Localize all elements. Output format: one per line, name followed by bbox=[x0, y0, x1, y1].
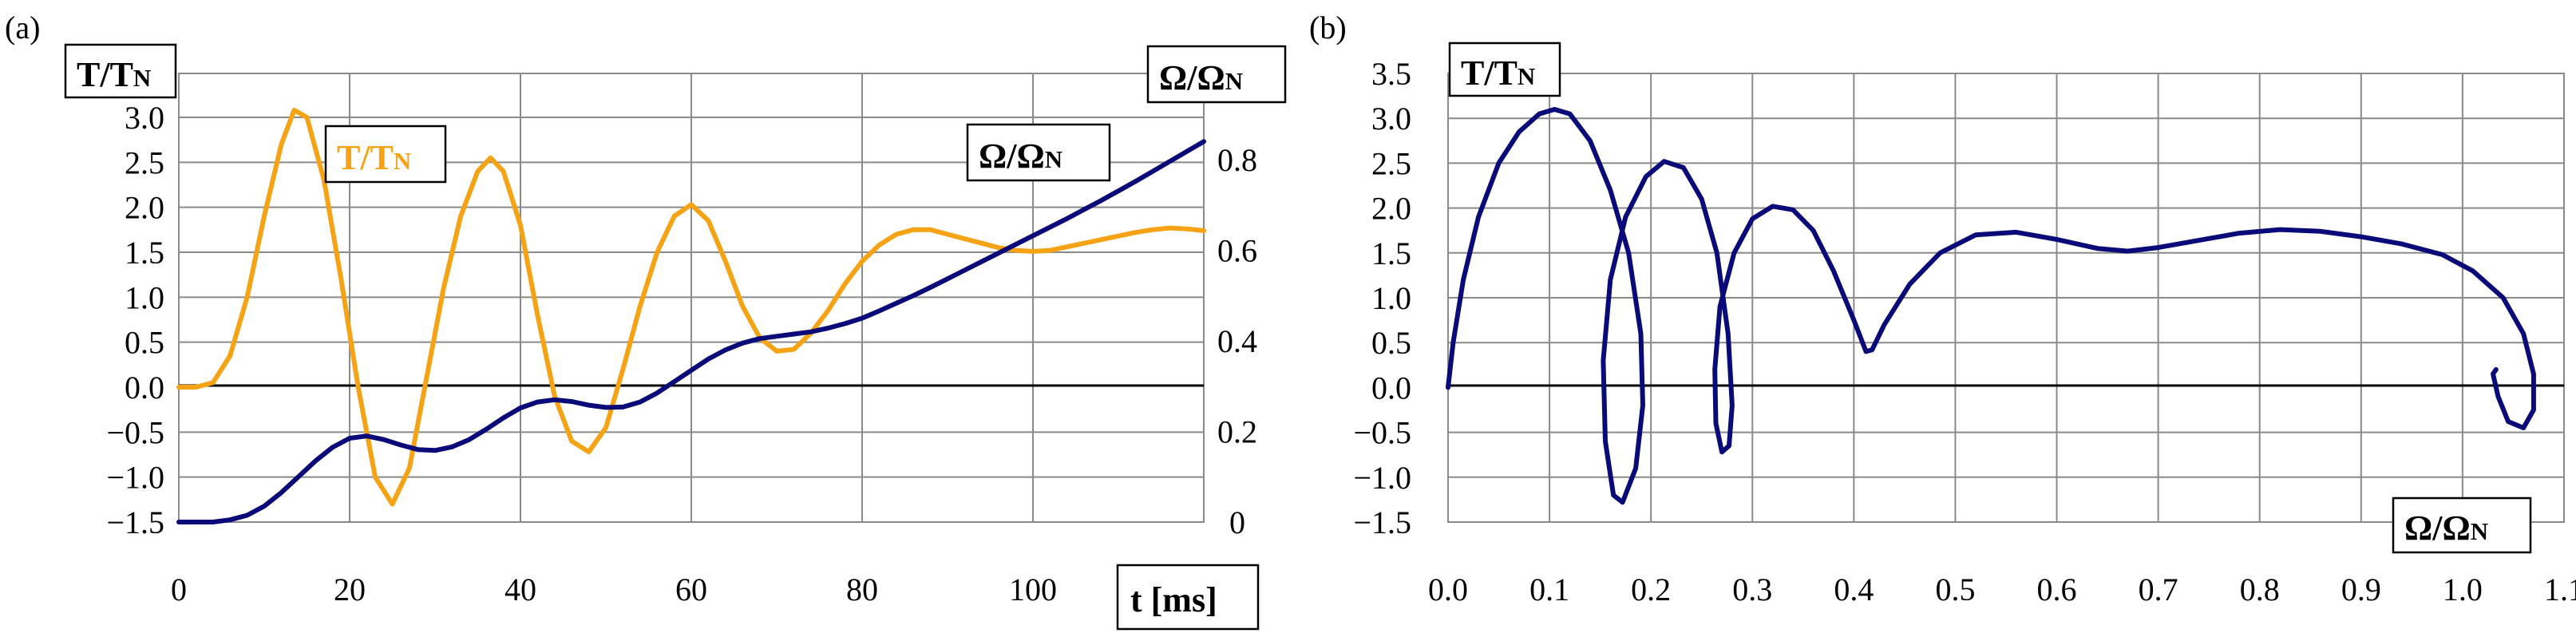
panel-a-series-label-torque-main: T/T bbox=[337, 138, 394, 177]
panel-a-ylabel-right-sub: N bbox=[1225, 67, 1243, 95]
panel-b-x-ticks: 0.0 0.1 0.2 0.3 0.4 0.5 0.6 0.7 0.8 0.9 1.0 1.1 bbox=[1428, 572, 2576, 607]
panel-a-y-left-tick-label: 0.0 bbox=[125, 370, 164, 406]
panel-a-xlabel: t [ms] bbox=[1130, 580, 1217, 619]
panel-a-series-label-speed: Ω/ΩN bbox=[979, 136, 1062, 176]
panel-a-x-tick-label: 20 bbox=[334, 572, 366, 607]
panel-a-y-left-tick-label: 2.0 bbox=[125, 190, 164, 226]
panel-b-series bbox=[1446, 107, 2536, 505]
panel-b-x-tick-label: 0.6 bbox=[2037, 572, 2077, 607]
panel-b-xlabel-sub: N bbox=[2471, 517, 2488, 545]
panel-b-x-tick-label: 0.7 bbox=[2139, 572, 2178, 607]
panel-b-y-tick-label: 2.0 bbox=[1371, 191, 1411, 227]
panel-a-ylabel-right-frame bbox=[1146, 45, 1287, 104]
panel-b-y-tick-label: −0.5 bbox=[1353, 415, 1411, 451]
panel-a-label: (a) bbox=[5, 10, 40, 46]
panel-b-ylabel-sub: N bbox=[1518, 62, 1535, 90]
panel-a-x-tick-label: 60 bbox=[675, 572, 707, 607]
panel-b-x-tick-label: 0.1 bbox=[1529, 572, 1569, 607]
panel-b-y-tick-label: 0.5 bbox=[1371, 325, 1411, 361]
panel-a-series-label-torque-frame bbox=[324, 125, 447, 184]
panel-a-series bbox=[176, 108, 1206, 524]
panel-a-ylabel-right-main: Ω/Ω bbox=[1159, 58, 1225, 97]
panel-b-ylabel: T/TN bbox=[1461, 53, 1535, 93]
panel-a-ylabel-left: T/TN bbox=[77, 55, 151, 94]
panel-a-series-speed-line bbox=[176, 139, 1206, 524]
panel-b-series-trajectory-line bbox=[1446, 107, 2536, 505]
panel-a-ylabel-left-frame bbox=[64, 43, 177, 99]
panel-b-label: (b) bbox=[1309, 10, 1347, 46]
panel-b-x-tick-label: 1.0 bbox=[2443, 572, 2483, 607]
panel-a-ylabel-right: Ω/ΩN bbox=[1159, 58, 1243, 97]
panel-b-y-tick-label: 0.0 bbox=[1371, 370, 1411, 406]
panel-a-ylabel-left-sub: N bbox=[133, 64, 151, 92]
panel-a-y-left-tick-label: 2.5 bbox=[125, 144, 164, 180]
panel-a-ylabel-left-main: T/T bbox=[77, 55, 133, 94]
panel-b-ylabel-main: T/T bbox=[1461, 53, 1518, 93]
panel-a-series-label-speed-main: Ω/Ω bbox=[979, 136, 1045, 176]
panel-b: (b) 0.0 0.1 0.2 0.3 0.4 0.5 0.6 0.7 0.8 0.9 1.0 1.1… bbox=[1309, 10, 2576, 607]
panel-a-y-right-tick-label: 0.2 bbox=[1217, 414, 1257, 450]
panel-b-ylabel-box: T/TN bbox=[1448, 42, 1561, 97]
panel-b-xlabel-main: Ω/Ω bbox=[2404, 508, 2471, 548]
panel-a-x-tick-label: 0 bbox=[171, 572, 187, 607]
panel-a-y-left-tick-label: −1.0 bbox=[106, 460, 164, 496]
panel-a-x-tick-label: 100 bbox=[1009, 572, 1057, 607]
panel-a-series-label-speed-frame bbox=[966, 123, 1111, 182]
panel-a-ylabel-right-box: Ω/ΩN bbox=[1146, 45, 1287, 104]
panel-a-series-torque-line bbox=[176, 108, 1206, 507]
panel-a-xlabel-frame bbox=[1116, 564, 1260, 631]
panel-b-xlabel-frame bbox=[2392, 497, 2532, 554]
panel-a-y-right-tick-label: 0.6 bbox=[1217, 233, 1257, 269]
panel-a-y-left-tick-label: −0.5 bbox=[106, 414, 164, 450]
panel-b-y-tick-label: 3.5 bbox=[1371, 56, 1411, 92]
panel-a-ylabel-left-box: T/TN bbox=[64, 43, 177, 99]
panel-a-y-left-tick-label: −1.5 bbox=[106, 504, 164, 540]
panel-b-y-tick-label: 3.0 bbox=[1371, 101, 1411, 136]
panel-b-y-tick-label: 1.0 bbox=[1371, 280, 1411, 316]
panel-b-x-tick-label: 1.1 bbox=[2544, 572, 2576, 607]
panel-b-y-tick-label: 1.5 bbox=[1371, 235, 1411, 271]
panel-b-x-tick-label: 0.2 bbox=[1631, 572, 1671, 607]
panel-a-series-label-speed-sub: N bbox=[1045, 145, 1062, 173]
panel-b-xlabel-box: Ω/ΩN bbox=[2392, 497, 2532, 554]
panel-a-y-right-tick-label: 0.4 bbox=[1217, 323, 1257, 359]
panel-a-y-right-ticks: 0.8 0.6 0.4 0.2 0 bbox=[1217, 142, 1257, 540]
panel-b-x-tick-label: 0.5 bbox=[1935, 572, 1975, 607]
panel-b-x-tick-label: 0.4 bbox=[1834, 572, 1874, 607]
panel-a-y-left-tick-label: 1.5 bbox=[125, 235, 164, 271]
panel-a-series-label-torque: T/TN bbox=[337, 138, 411, 177]
panel-b-x-tick-label: 0.0 bbox=[1428, 572, 1468, 607]
panel-b-y-ticks: 3.5 3.0 2.5 2.0 1.5 1.0 0.5 0.0 −0.5 −1.0 −1.5 bbox=[1353, 56, 1411, 540]
panel-a-xlabel-box: t [ms] bbox=[1116, 564, 1260, 631]
panel-a-y-left-tick-label: 3.0 bbox=[125, 100, 164, 136]
panel-a-y-right-tick-label: 0 bbox=[1229, 504, 1245, 540]
panel-b-x-tick-label: 0.8 bbox=[2240, 572, 2280, 607]
panel-a-y-left-ticks: 3.0 2.5 2.0 1.5 1.0 0.5 0.0 −0.5 −1.0 −1.5 bbox=[106, 100, 164, 540]
panel-a-series-label-torque-box: T/TN bbox=[324, 125, 447, 184]
panel-b-xlabel: Ω/ΩN bbox=[2404, 508, 2488, 548]
panel-a-series-label-torque-sub: N bbox=[394, 147, 411, 175]
panel-a-x-tick-label: 40 bbox=[505, 572, 536, 607]
panel-a-y-right-tick-label: 0.8 bbox=[1217, 142, 1257, 178]
panel-b-y-tick-label: −1.0 bbox=[1353, 460, 1411, 496]
panel-b-ylabel-frame bbox=[1448, 42, 1561, 97]
panel-a-x-tick-label: 80 bbox=[846, 572, 878, 607]
panel-b-grid bbox=[1448, 73, 2564, 522]
panel-b-x-tick-label: 0.9 bbox=[2341, 572, 2381, 607]
panel-a-x-ticks: 0 20 40 60 80 100 bbox=[171, 572, 1057, 607]
panel-a-series-label-speed-box: Ω/ΩN bbox=[966, 123, 1111, 182]
panel-a-y-left-tick-label: 0.5 bbox=[125, 325, 164, 361]
panel-a-y-left-tick-label: 1.0 bbox=[125, 279, 164, 315]
panel-a: (a) 0 20 40 60 80 100 3.0 2.5 2.0 1.5 1.0 0.5 0.0 −0… bbox=[5, 10, 1287, 631]
panel-b-x-tick-label: 0.3 bbox=[1732, 572, 1772, 607]
panel-b-y-tick-label: 2.5 bbox=[1371, 145, 1411, 181]
panel-b-y-tick-label: −1.5 bbox=[1353, 504, 1411, 540]
